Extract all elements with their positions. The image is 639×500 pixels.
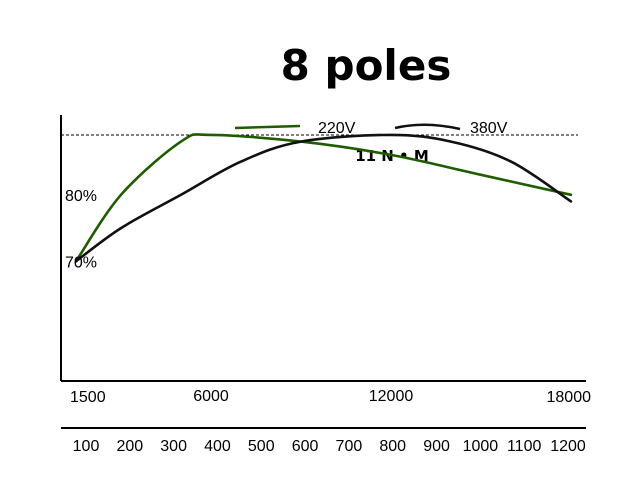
legend-label-380v: 380V xyxy=(470,120,508,137)
legend-label-220v: 220V xyxy=(318,120,356,137)
chart-title: 8 poles xyxy=(281,41,452,90)
series-line-380v xyxy=(74,133,573,263)
series-line-220v xyxy=(74,133,573,263)
axes xyxy=(60,115,586,429)
x-tick-label: 1500 xyxy=(70,389,106,406)
y-tick-labels: 70% 80% xyxy=(65,188,97,271)
secondary-tick-label: 800 xyxy=(379,438,406,455)
series-layer xyxy=(74,133,573,263)
secondary-tick-label: 600 xyxy=(292,438,319,455)
secondary-tick-label: 400 xyxy=(204,438,231,455)
y-tick-label: 70% xyxy=(65,254,97,271)
secondary-tick-label: 1000 xyxy=(463,438,499,455)
secondary-tick-label: 200 xyxy=(116,438,143,455)
legend: 220V 380V xyxy=(234,120,508,137)
y-tick-label: 80% xyxy=(65,188,97,205)
x-tick-label: 6000 xyxy=(193,388,229,405)
legend-swatch-220v xyxy=(234,124,301,130)
x-tick-label: 18000 xyxy=(547,389,592,406)
x-tick-labels: 1500 6000 12000 18000 xyxy=(70,388,591,406)
secondary-tick-label: 900 xyxy=(423,438,450,455)
secondary-tick-label: 500 xyxy=(248,438,275,455)
secondary-tick-label: 700 xyxy=(336,438,363,455)
legend-swatch-380v xyxy=(394,123,461,131)
secondary-tick-label: 100 xyxy=(73,438,100,455)
secondary-tick-label: 1200 xyxy=(550,438,586,455)
x-tick-label: 12000 xyxy=(369,388,414,405)
secondary-tick-label: 300 xyxy=(160,438,187,455)
secondary-tick-labels: 100 200 300 400 500 600 700 800 900 1000 1100 1200 xyxy=(73,438,586,455)
secondary-tick-label: 1100 xyxy=(507,438,542,455)
